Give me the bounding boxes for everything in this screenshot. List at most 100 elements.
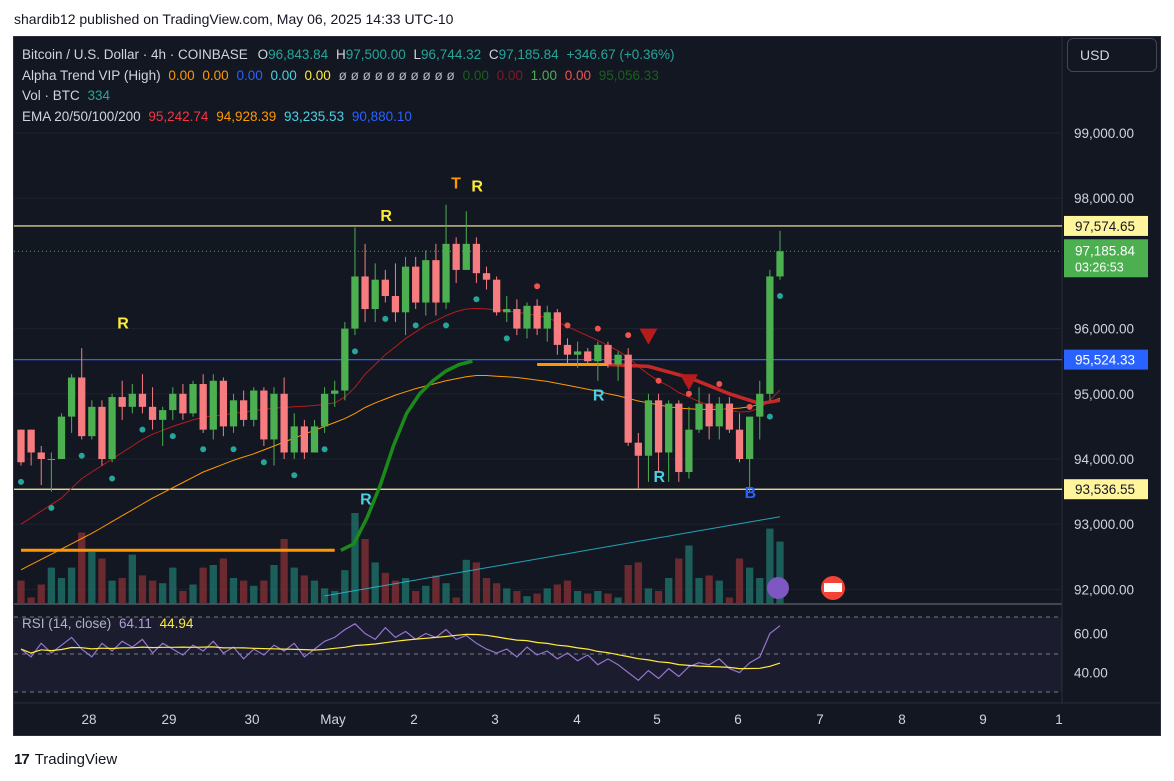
volume-bar: [543, 588, 551, 604]
volume-bar: [229, 578, 238, 604]
signal-dot: [716, 381, 723, 388]
volume-bar: [118, 578, 126, 604]
vol-name[interactable]: Vol · BTC: [22, 88, 80, 103]
rsi-name[interactable]: RSI (14, close): [22, 616, 112, 631]
time-axis-label: 7: [816, 712, 824, 727]
price-axis-label: 96,000.00: [1074, 322, 1134, 337]
signal-dot: [48, 504, 55, 511]
candle-body: [98, 406, 106, 459]
time-axis-label: 5: [653, 712, 661, 727]
candle-body: [229, 400, 238, 427]
alpha-trend-value-4: 0.00: [270, 67, 297, 83]
candle-body: [118, 397, 126, 407]
candle-body: [239, 400, 248, 420]
alpha-trend-value-6: 0.00: [462, 67, 489, 83]
signal-label: T: [451, 175, 461, 192]
ema-200-value: 90,880.10: [351, 108, 412, 124]
signal-dot: [625, 332, 632, 339]
signal-label: R: [380, 208, 392, 225]
sell-triangle-icon: [679, 374, 698, 391]
footer: 17 TradingView: [14, 751, 117, 768]
volume-bar: [57, 578, 66, 604]
candle-body: [27, 429, 35, 453]
level-price-label: 95,524.33: [1075, 353, 1135, 368]
legend-vol-row[interactable]: Vol · BTC 334: [22, 86, 675, 107]
candle-body: [523, 305, 531, 329]
signal-dot: [109, 475, 116, 482]
candle-body: [47, 459, 56, 460]
volume-bar: [482, 578, 491, 604]
volume-bar: [331, 591, 339, 604]
volume-bar: [88, 552, 96, 604]
rsi-ma-value: 44.94: [159, 616, 194, 631]
time-axis-label: 2: [410, 712, 418, 727]
candle-body: [310, 426, 319, 453]
ema-20-value: 95,242.74: [148, 108, 209, 124]
candle-body: [573, 351, 582, 355]
signal-dot: [685, 390, 692, 397]
signal-dot: [746, 403, 753, 410]
candle-body: [503, 309, 511, 313]
volume-bar: [250, 585, 258, 604]
candle-body: [108, 397, 116, 459]
signal-dot: [503, 335, 510, 342]
volume-bar: [422, 585, 430, 604]
publisher-line: shardib12 published on TradingView.com, …: [14, 11, 454, 27]
volume-bar: [310, 580, 319, 604]
ema-100-value: 93,235.53: [284, 108, 345, 124]
candle-body: [159, 410, 167, 420]
footer-brand[interactable]: TradingView: [34, 751, 118, 768]
signal-label: R: [654, 469, 666, 486]
candle-body: [138, 393, 147, 407]
volume-bar: [715, 580, 723, 604]
volume-bar: [78, 532, 86, 604]
candle-body: [705, 403, 713, 427]
volume-bar: [634, 562, 642, 604]
legend-symbol-row[interactable]: Bitcoin / U.S. Dollar · 4h · COINBASE O 9…: [22, 45, 675, 66]
ema-100-line: [324, 516, 781, 597]
legend-o-label: O: [257, 47, 269, 62]
signal-dot: [78, 452, 85, 459]
signal-dot: [564, 322, 571, 329]
signal-dot: [412, 322, 419, 329]
candle-body: [290, 426, 298, 453]
volume-bar: [300, 575, 309, 604]
volume-bar: [209, 565, 217, 604]
signal-dot: [766, 413, 773, 420]
signal-label: R: [360, 492, 372, 509]
rsi-line: [20, 623, 781, 682]
alpha-trend-name[interactable]: Alpha Trend VIP (High): [22, 67, 161, 83]
candle-body: [148, 406, 157, 420]
signal-label: R: [593, 387, 605, 404]
price-axis-label: 98,000.00: [1074, 191, 1134, 206]
rsi-legend[interactable]: RSI (14, close) 64.11 44.94: [22, 616, 193, 631]
candle-body: [492, 279, 501, 313]
volume-bar: [604, 593, 612, 604]
time-axis-label: 28: [81, 712, 96, 727]
legend-l-label: L: [413, 47, 422, 62]
legend-alpha-trend-row[interactable]: Alpha Trend VIP (High) 0.00 0.00 0.00 0.…: [22, 66, 675, 87]
legend-c-label: C: [488, 47, 499, 62]
legend-low: 96,744.32: [421, 47, 482, 62]
volume-bar: [290, 567, 298, 604]
candle-body: [361, 276, 369, 310]
candle-body: [341, 328, 349, 391]
volume-bar: [644, 588, 653, 604]
legend-symbol[interactable]: Bitcoin / U.S. Dollar · 4h · COINBASE: [22, 47, 248, 62]
alpha-trend-value-10: 95,056.33: [598, 67, 659, 83]
volume-bar: [675, 558, 683, 604]
price-axis-label: 99,000.00: [1074, 126, 1134, 141]
currency-button[interactable]: USD: [1067, 38, 1157, 72]
signal-dot: [594, 325, 601, 332]
candle-body: [189, 384, 197, 414]
candle-body: [209, 380, 217, 430]
last-price-tag: [1064, 239, 1148, 278]
legend-ema-row[interactable]: EMA 20/50/100/200 95,242.74 94,928.39 93…: [22, 107, 675, 128]
candle-body: [745, 416, 754, 459]
volume-bar: [492, 583, 501, 604]
candle-body: [37, 452, 45, 459]
ema-50-line: [20, 375, 781, 571]
ema-name[interactable]: EMA 20/50/100/200: [22, 108, 141, 124]
candle-body: [482, 273, 491, 280]
